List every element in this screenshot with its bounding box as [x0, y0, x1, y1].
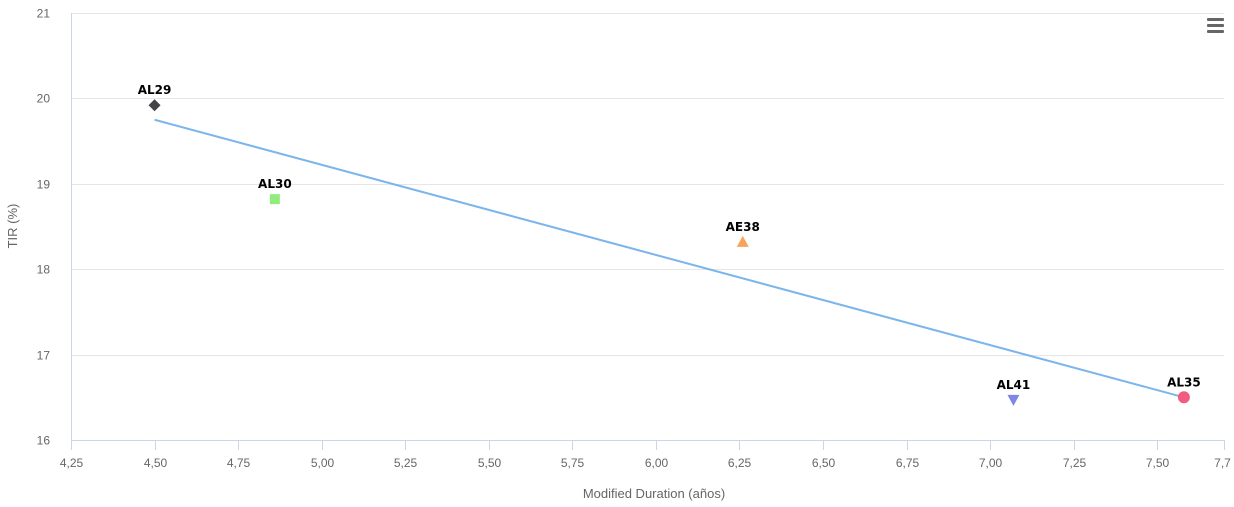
x-tick-label: 6,25 — [728, 456, 752, 470]
x-tick-label: 5,00 — [311, 456, 335, 470]
x-tick-label: 6,00 — [645, 456, 669, 470]
point-label-al41: AL41 — [997, 378, 1031, 392]
y-tick-label: 19 — [37, 178, 51, 192]
x-tick-label: 5,25 — [394, 456, 418, 470]
x-tick-label: 6,50 — [812, 456, 836, 470]
trendline — [154, 118, 1185, 399]
point-label-al30: AL30 — [258, 177, 292, 191]
y-tick-label: 20 — [37, 92, 51, 106]
x-tick-label: 7,00 — [979, 456, 1003, 470]
y-tick-label: 16 — [37, 434, 51, 448]
x-tick-label: 7,25 — [1063, 456, 1087, 470]
y-axis-title: TIR (%) — [5, 204, 20, 249]
x-tick-label: 4,75 — [227, 456, 251, 470]
data-point-al29[interactable] — [148, 99, 161, 112]
hamburger-menu-icon[interactable] — [1206, 18, 1226, 38]
axes: 16 17 18 19 20 21 4,25 4,50 4,75 5,00 5,25 5,50 5,75… — [37, 7, 1232, 471]
grid-lines — [71, 13, 1224, 356]
data-point-al30[interactable] — [269, 194, 280, 205]
trendline-layer — [154, 118, 1185, 399]
data-points — [148, 99, 1190, 406]
x-tick-label: 7,50 — [1146, 456, 1170, 470]
data-point-ae38[interactable] — [736, 235, 749, 247]
data-point-al35[interactable] — [1177, 391, 1190, 404]
y-tick-label: 18 — [37, 263, 51, 277]
x-tick-label: 5,75 — [561, 456, 585, 470]
y-tick-label: 17 — [37, 349, 51, 363]
y-tick-label: 21 — [37, 7, 51, 21]
x-tick-label: 4,50 — [144, 456, 168, 470]
point-label-al29: AL29 — [138, 83, 172, 97]
data-point-al41[interactable] — [1007, 394, 1020, 406]
x-tick-label: 6,75 — [896, 456, 920, 470]
x-tick-label: 7,7 — [1214, 456, 1231, 470]
point-label-al35: AL35 — [1167, 375, 1201, 389]
point-labels: AL29 AL30 AE38 AL41 AL35 — [138, 83, 1201, 392]
x-tick-label: 4,25 — [60, 456, 84, 470]
x-axis-title: Modified Duration (años) — [583, 486, 725, 501]
point-label-ae38: AE38 — [726, 220, 760, 234]
x-tick-label: 5,50 — [478, 456, 502, 470]
